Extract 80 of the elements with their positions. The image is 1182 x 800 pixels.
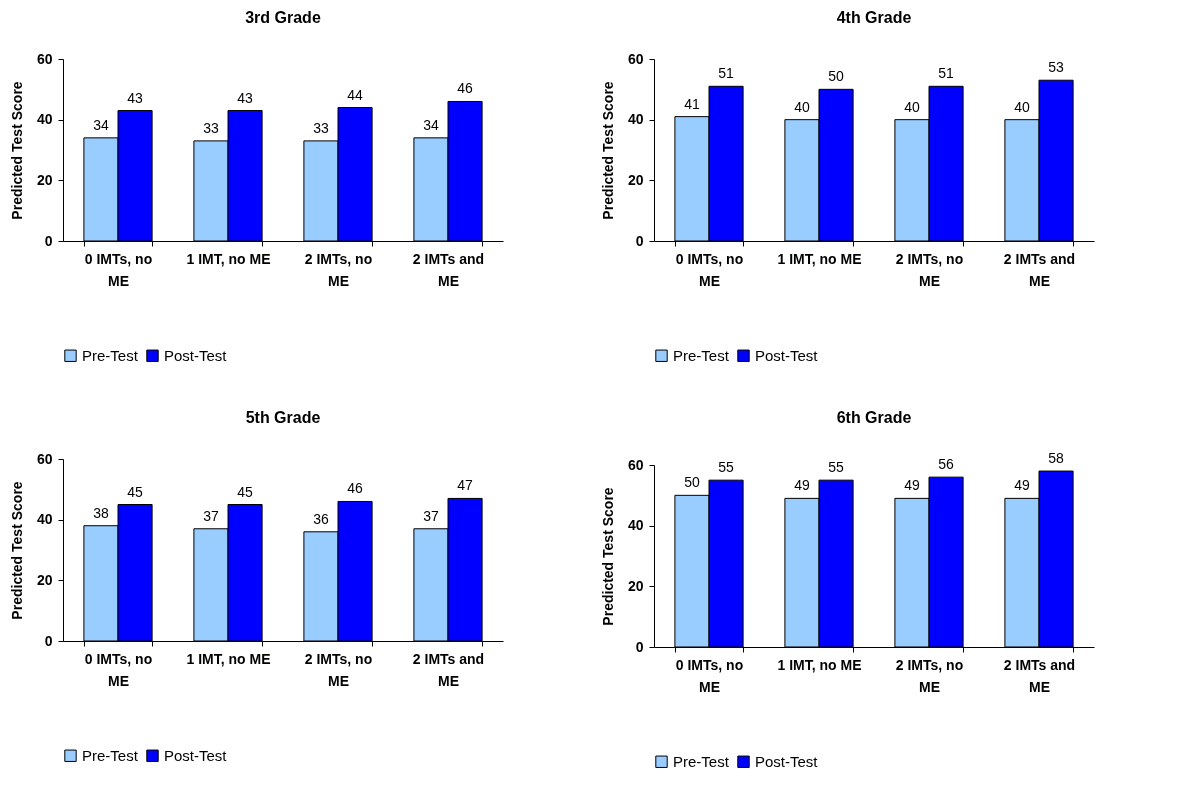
- data-label: 55: [828, 459, 845, 476]
- x-tick-label: 1 IMT, no ME: [186, 250, 271, 267]
- data-label: 40: [1014, 98, 1030, 115]
- y-tick-label: 20: [36, 571, 53, 588]
- data-label: 49: [794, 477, 810, 494]
- x-tick-label: 0 IMTs, no ME: [84, 650, 153, 689]
- data-label: 46: [457, 80, 474, 97]
- data-label: 49: [904, 477, 920, 494]
- data-label: 33: [313, 119, 329, 136]
- legend-label: Pre-Test: [673, 346, 730, 364]
- x-tick-label: 1 IMT, no ME: [777, 250, 862, 267]
- y-tick-label: 0: [635, 638, 644, 655]
- y-tick-label: 0: [44, 632, 53, 649]
- data-label: 51: [718, 65, 735, 82]
- data-label: 33: [203, 119, 219, 136]
- x-tick-label: 0 IMTs, no ME: [675, 656, 744, 695]
- x-tick-label: 1 IMT, no ME: [777, 656, 862, 673]
- y-axis-title: Predicted Test Score: [599, 487, 616, 626]
- y-tick-label: 40: [627, 517, 644, 534]
- y-tick-label: 60: [36, 50, 53, 67]
- legend-label: Pre-Test: [82, 746, 139, 764]
- x-tick-label: 0 IMTs, no ME: [84, 250, 153, 289]
- y-tick-label: 40: [36, 511, 53, 528]
- data-label: 37: [423, 507, 439, 524]
- data-label: 43: [127, 89, 144, 106]
- data-label: 36: [313, 510, 329, 527]
- y-tick-label: 60: [36, 450, 53, 467]
- y-tick-label: 20: [36, 171, 53, 188]
- data-label: 45: [237, 483, 254, 500]
- x-tick-label: 0 IMTs, no ME: [675, 250, 744, 289]
- data-label: 50: [684, 474, 700, 491]
- data-label: 41: [684, 95, 700, 112]
- x-tick-label: 1 IMT, no ME: [186, 650, 271, 667]
- data-label: 40: [904, 98, 920, 115]
- x-tick-label: 2 IMTs and ME: [1003, 250, 1076, 289]
- legend-label: Pre-Test: [82, 346, 139, 364]
- data-label: 49: [1014, 477, 1030, 494]
- y-tick-label: 0: [44, 232, 53, 249]
- legend-label: Post-Test: [164, 346, 228, 364]
- chart-title: 5th Grade: [245, 409, 321, 426]
- chart-title: 4th Grade: [836, 9, 912, 26]
- y-tick-label: 20: [627, 577, 644, 594]
- legend-label: Post-Test: [164, 746, 228, 764]
- data-label: 53: [1048, 59, 1065, 76]
- y-tick-label: 60: [627, 456, 644, 473]
- chart-title: 6th Grade: [836, 409, 912, 427]
- data-label: 55: [718, 459, 735, 476]
- data-label: 40: [794, 98, 810, 115]
- x-tick-label: 2 IMTs, no ME: [304, 250, 373, 289]
- x-tick-label: 2 IMTs, no ME: [895, 250, 964, 289]
- data-label: 38: [93, 504, 109, 521]
- legend-label: Post-Test: [755, 752, 819, 770]
- y-axis-title: Predicted Test Score: [599, 81, 616, 220]
- data-label: 37: [203, 507, 219, 524]
- x-tick-label: 2 IMTs, no ME: [304, 650, 373, 689]
- legend-label: Post-Test: [755, 346, 819, 364]
- data-label: 47: [457, 477, 474, 494]
- data-label: 56: [938, 456, 955, 473]
- data-label: 50: [828, 68, 845, 85]
- data-label: 34: [423, 116, 439, 133]
- data-label: 34: [93, 116, 109, 133]
- x-tick-label: 2 IMTs and ME: [412, 250, 485, 289]
- x-tick-label: 2 IMTs, no ME: [895, 656, 964, 695]
- y-axis-title: Predicted Test Score: [8, 81, 25, 220]
- x-tick-label: 2 IMTs and ME: [412, 650, 485, 689]
- data-label: 58: [1048, 450, 1065, 467]
- y-axis-title: Predicted Test Score: [8, 481, 25, 620]
- y-tick-label: 0: [635, 232, 644, 249]
- y-tick-label: 40: [627, 111, 644, 128]
- legend-label: Pre-Test: [673, 752, 730, 770]
- data-label: 44: [347, 86, 364, 103]
- y-tick-label: 60: [627, 50, 644, 67]
- x-tick-label: 2 IMTs and ME: [1003, 656, 1076, 695]
- y-tick-label: 20: [627, 171, 644, 188]
- y-tick-label: 40: [36, 111, 53, 128]
- data-label: 51: [938, 65, 955, 82]
- data-label: 46: [347, 480, 364, 497]
- chart-title: 3rd Grade: [245, 9, 321, 26]
- data-label: 43: [237, 89, 254, 106]
- data-label: 45: [127, 483, 144, 500]
